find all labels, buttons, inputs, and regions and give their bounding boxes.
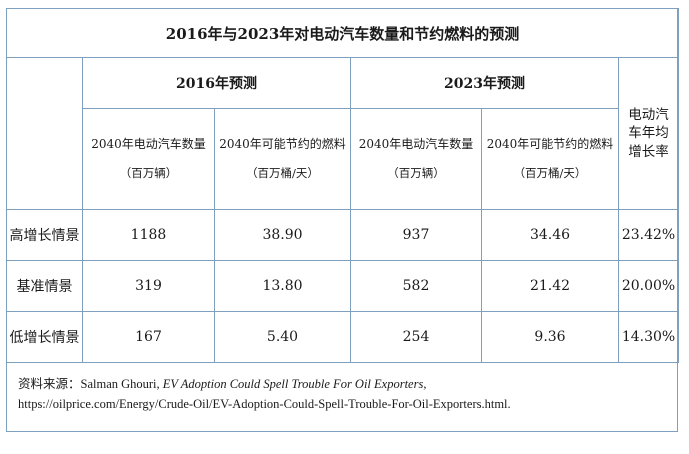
- subheader-unit: （百万辆）: [119, 166, 178, 181]
- table-cell: 34.46: [481, 209, 619, 261]
- scenario-label: 低增长情景: [6, 311, 83, 363]
- subheader-ev-count-2016: 2040年电动汽车数量 （百万辆）: [82, 108, 215, 210]
- subheader-label: 2040年电动汽车数量: [358, 136, 474, 151]
- corner-cell: [6, 57, 83, 210]
- table-cell: 23.42%: [617, 209, 680, 261]
- table-cell: 9.36: [481, 311, 619, 363]
- subheader-fuel-saved-2016: 2040年可能节约的燃料 （百万桶/天）: [214, 108, 351, 210]
- subheader-label: 2040年可能节约的燃料: [219, 136, 346, 151]
- subheader-unit: （百万辆）: [387, 166, 445, 181]
- table-title: 2016年与2023年对电动汽车数量和节约燃料的预测: [5, 8, 680, 58]
- table-cell: 5.40: [214, 311, 351, 363]
- subheader-unit: （百万桶/天）: [513, 166, 587, 181]
- table-row: 高增长情景 1188 38.90 937 34.46 23.42%: [6, 209, 680, 261]
- scenario-label: 高增长情景: [6, 209, 83, 261]
- source-article-title: EV Adoption Could Spell Trouble For Oil …: [162, 377, 427, 391]
- subheader-ev-count-2023: 2040年电动汽车数量 （百万辆）: [350, 108, 482, 210]
- source-url: https://oilprice.com/Energy/Crude-Oil/EV…: [18, 397, 511, 411]
- growth-rate-header: 电动汽 车年均 增长率: [617, 57, 680, 210]
- table-cell: 14.30%: [617, 311, 680, 363]
- table-cell: 937: [350, 209, 482, 261]
- group-header-2023: 2023年预测: [350, 57, 619, 109]
- table-frame: [6, 8, 678, 432]
- source-note: 资料来源：Salman Ghouri, EV Adoption Could Sp…: [18, 374, 673, 414]
- rate-header-line: 增长率: [628, 143, 669, 160]
- subheader-label: 2040年电动汽车数量: [91, 136, 206, 151]
- subheader-fuel-saved-2023: 2040年可能节约的燃料 （百万桶/天）: [481, 108, 619, 210]
- table-cell: 254: [350, 311, 482, 363]
- rate-header-line: 电动汽: [628, 107, 669, 124]
- source-prefix: 资料来源：Salman Ghouri,: [18, 377, 163, 391]
- subheader-unit: （百万桶/天）: [246, 166, 319, 181]
- table-cell: 13.80: [214, 260, 351, 312]
- subheader-label: 2040年可能节约的燃料: [486, 136, 614, 151]
- forecast-table: 2016年与2023年对电动汽车数量和节约燃料的预测 2016年预测 2023年…: [5, 8, 680, 363]
- table-cell: 319: [82, 260, 215, 312]
- table-cell: 1188: [82, 209, 215, 261]
- table-cell: 38.90: [214, 209, 351, 261]
- rate-header-line: 车年均: [628, 125, 669, 142]
- scenario-label: 基准情景: [6, 260, 83, 312]
- table-row: 低增长情景 167 5.40 254 9.36 14.30%: [6, 311, 680, 363]
